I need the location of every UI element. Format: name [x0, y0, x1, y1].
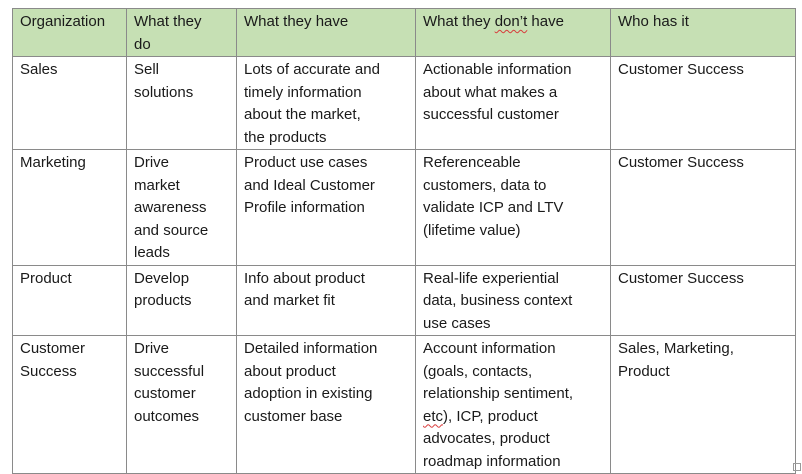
cell-who-has-it: Customer Success [610, 264, 796, 336]
cell-what-they-have: Product use cases and Ideal Customer Profi… [236, 149, 416, 266]
cell-what-they-do: Drive market awareness and source leads [126, 149, 237, 266]
header-who-has-it: Who has it [610, 8, 796, 57]
spellcheck-word: etc [423, 407, 444, 425]
cell-who-has-it: Customer Success [610, 149, 796, 266]
cell-organization: Sales [12, 56, 127, 150]
cell-who-has-it: Customer Success [610, 56, 796, 150]
header-organization: Organization [12, 8, 127, 57]
cell-organization: Marketing [12, 149, 127, 266]
cell-what-they-dont-have: Real-life experiential data, business con… [415, 264, 611, 336]
header-what-they-dont-have: What they don’t have [415, 8, 611, 57]
cell-what-they-dont-have: Referenceable customers, data to validate … [415, 149, 611, 266]
table-resize-handle[interactable] [793, 463, 801, 471]
cell-what-they-do: Drive successful customer outcomes [126, 335, 237, 474]
table-row: Customer Success Drive successful customer o… [12, 335, 796, 474]
organization-table: Organization What they do What they have … [12, 8, 796, 474]
table-row: Marketing Drive market awareness and source… [12, 149, 796, 266]
spellcheck-word: don’t [494, 13, 528, 30]
cell-what-they-do: Sell solutions [126, 56, 237, 150]
cell-what-they-have: Info about product and market fit [236, 264, 416, 336]
cell-organization: Product [12, 264, 127, 336]
cell-what-they-have: Detailed information about product adoptio… [236, 335, 416, 474]
table-row: Product Develop products Info about produ… [12, 264, 796, 336]
cell-what-they-dont-have: Actionable information about what makes a… [415, 56, 611, 150]
cell-organization: Customer Success [12, 335, 127, 474]
cell-who-has-it: Sales, Marketing, Product [610, 335, 796, 474]
cell-what-they-have: Lots of accurate and timely information ab… [236, 56, 416, 150]
header-row: Organization What they do What they have … [12, 8, 796, 57]
header-what-they-have: What they have [236, 8, 416, 57]
table-row: Sales Sell solutions Lots of accurate and… [12, 56, 796, 150]
cell-what-they-do: Develop products [126, 264, 237, 336]
cell-what-they-dont-have: Account information (goals, contacts, rela… [415, 335, 611, 474]
header-what-they-do: What they do [126, 8, 237, 57]
